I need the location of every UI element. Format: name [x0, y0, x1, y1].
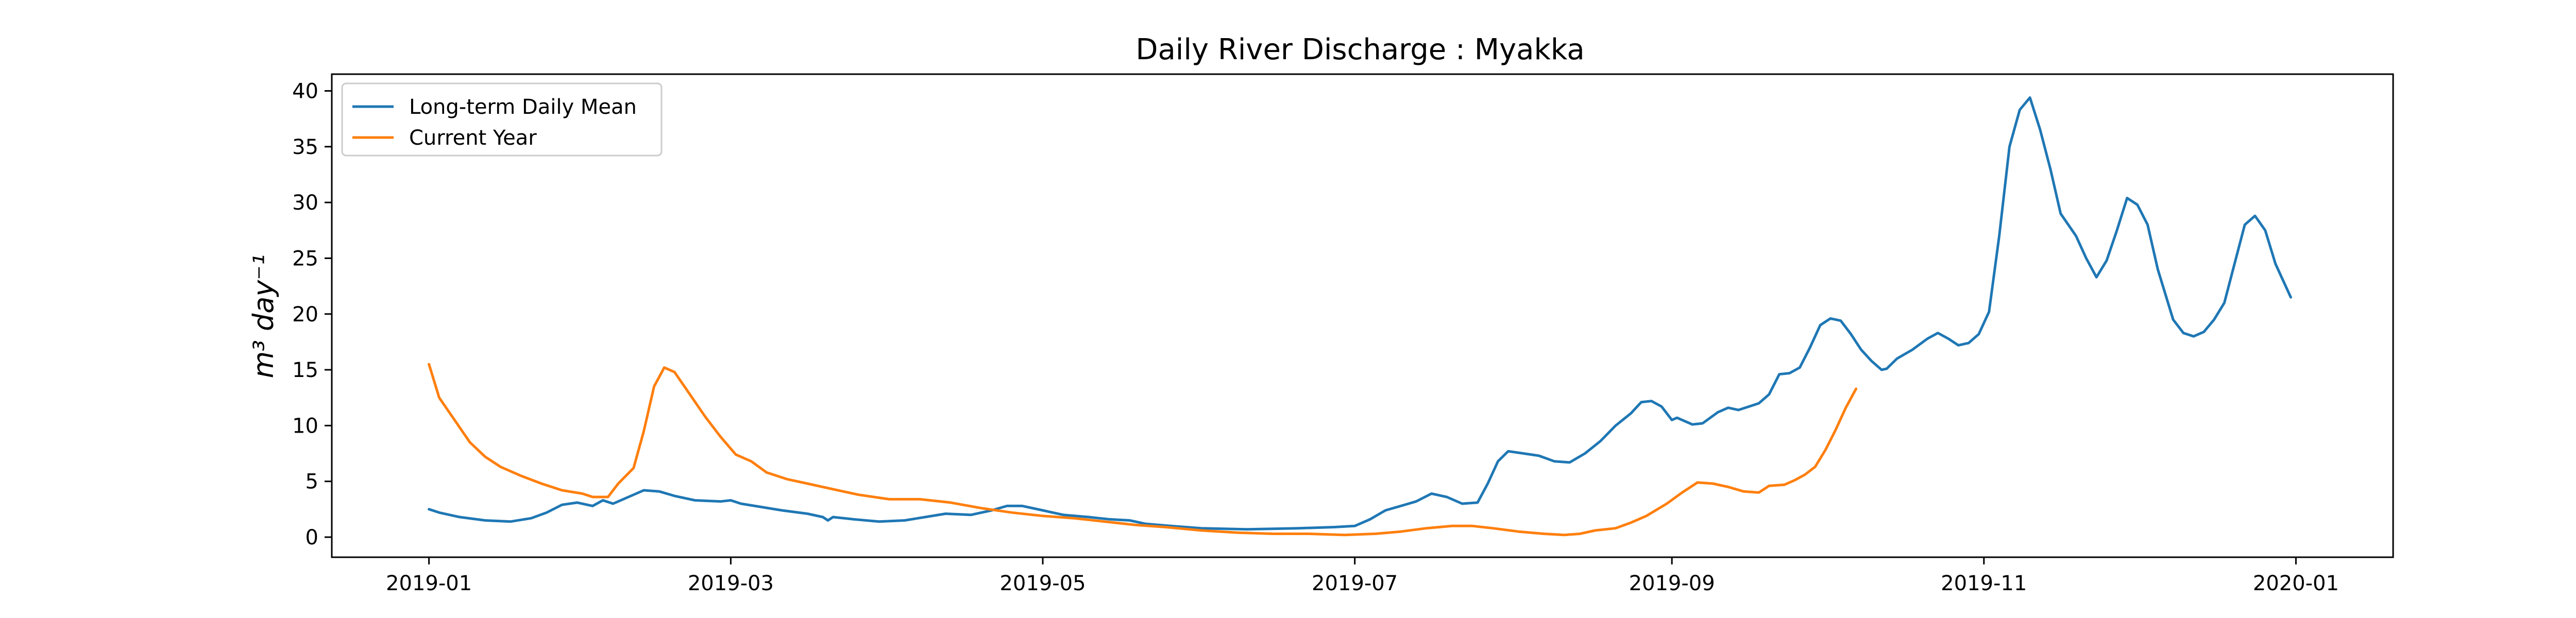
y-tick-label: 40 [292, 79, 318, 103]
x-tick-label: 2019-05 [999, 572, 1086, 595]
series-line-1 [428, 363, 1858, 537]
x-tick-label: 2020-01 [2253, 572, 2339, 595]
chart-title: Daily River Discharge : Myakka [1136, 33, 1584, 66]
plot-frame [331, 73, 2394, 558]
y-axis: 0 5 10 15 20 25 30 35 40 [292, 79, 332, 550]
legend-label-1: Current Year [409, 126, 537, 150]
legend: Long-term Daily Mean Current Year [341, 82, 663, 157]
y-tick-label: 15 [292, 358, 318, 382]
y-tick-label: 0 [306, 526, 318, 550]
series-line-0 [428, 96, 2292, 531]
x-axis: 2019-01 2019-03 2019-05 2019-07 2019-09 2019-… [386, 557, 2339, 595]
y-tick-label: 35 [292, 135, 318, 159]
y-tick-label: 25 [292, 247, 318, 270]
legend-box [341, 82, 663, 157]
plot-series [428, 96, 2292, 537]
x-tick-label: 2019-11 [1941, 572, 2027, 595]
y-tick-label: 5 [306, 470, 318, 494]
legend-label-0: Long-term Daily Mean [409, 95, 637, 119]
x-tick-label: 2019-03 [688, 572, 774, 595]
y-tick-label: 20 [292, 303, 318, 327]
y-tick-label: 10 [292, 414, 318, 438]
x-tick-label: 2019-01 [386, 572, 472, 595]
x-tick-label: 2019-07 [1312, 572, 1398, 595]
y-axis-label: m³ day⁻¹ [247, 254, 280, 379]
x-tick-label: 2019-09 [1629, 572, 1715, 595]
y-tick-label: 30 [292, 191, 318, 215]
